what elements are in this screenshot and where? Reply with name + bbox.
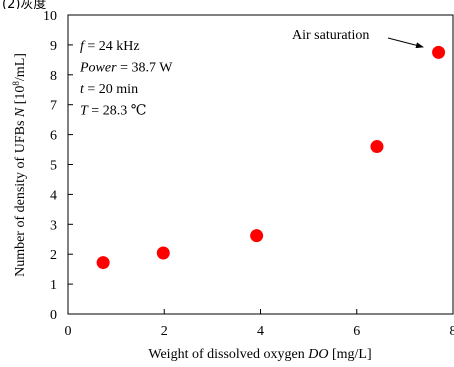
y-tick-label: 7 [50, 99, 57, 114]
conditions-text: f = 24 kHz Power = 38.7 W t = 20 min T = 28… [79, 39, 173, 119]
y-axis-ticks: 0 1 2 3 4 5 6 7 8 9 10 [43, 9, 73, 323]
x-tick-label: 8 [450, 324, 454, 339]
data-point [432, 45, 446, 59]
annotation-arrow [387, 37, 424, 49]
header-fragment: (2)灰度 [2, 0, 47, 9]
x-tick-label: 2 [161, 324, 168, 339]
condition-line: T = 28.3 ℃ [80, 104, 146, 119]
data-point [370, 140, 384, 154]
data-point [250, 229, 264, 243]
x-tick-label: 4 [257, 324, 264, 339]
y-tick-label: 3 [50, 218, 57, 233]
y-tick-label: 0 [50, 308, 57, 323]
data-point [96, 256, 110, 270]
condition-line: t = 20 min [80, 82, 138, 97]
y-tick-label: 2 [50, 248, 57, 263]
x-tick-label: 0 [65, 324, 72, 339]
y-tick-label: 6 [50, 129, 57, 144]
y-axis-title: Number of density of UFBs N [108/mL] [11, 53, 28, 277]
y-tick-label: 5 [50, 159, 57, 174]
y-tick-label: 9 [50, 39, 57, 54]
condition-line: Power = 38.7 W [79, 61, 173, 76]
condition-line: f = 24 kHz [80, 39, 140, 54]
data-point [156, 246, 170, 260]
x-axis-ticks: 0 2 4 6 8 [65, 309, 454, 339]
air-saturation-annotation: Air saturation [292, 28, 369, 43]
x-axis-title: Weight of dissolved oxygen DO [mg/L] [148, 347, 371, 362]
x-tick-label: 6 [353, 324, 360, 339]
y-tick-label: 4 [50, 188, 57, 203]
y-tick-label: 8 [50, 69, 57, 84]
data-points [96, 45, 446, 270]
y-tick-label: 10 [43, 9, 57, 24]
y-tick-label: 1 [50, 278, 57, 293]
